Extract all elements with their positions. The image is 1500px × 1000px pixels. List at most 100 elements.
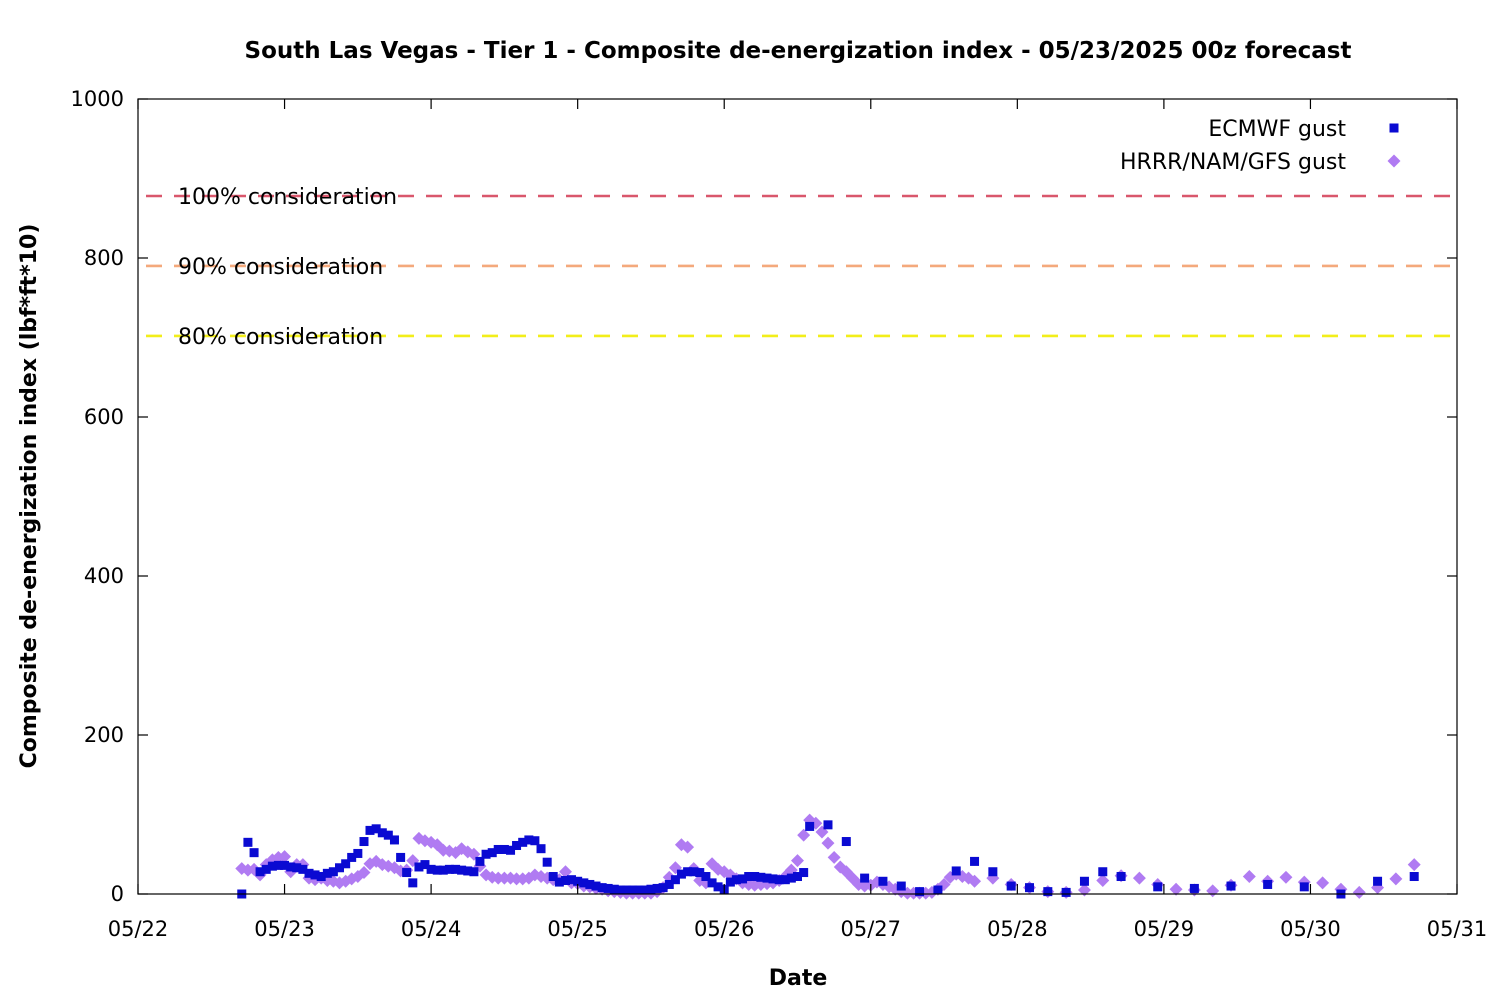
data-point-ecmwf-gust <box>426 864 436 874</box>
data-point-ecmwf-gust <box>1226 881 1236 891</box>
data-point-ecmwf-gust <box>536 844 546 854</box>
data-point-ecmwf-gust <box>359 837 369 847</box>
data-point-ecmwf-gust <box>383 830 393 840</box>
data-point-ecmwf-gust <box>841 837 851 847</box>
data-point-ecmwf-gust <box>646 884 656 894</box>
data-point-hrrr-nam-gfs-gust <box>559 865 572 879</box>
data-point-ecmwf-gust <box>341 859 351 869</box>
data-point-ecmwf-gust <box>506 845 516 855</box>
data-point-hrrr-nam-gfs-gust <box>516 872 530 886</box>
threshold-label-100-consideration: 100% consideration <box>178 185 397 210</box>
x-tick-label: 05/25 <box>547 917 608 941</box>
data-point-hrrr-nam-gfs-gust <box>674 838 688 852</box>
y-tick-label: 800 <box>84 246 124 270</box>
data-point-hrrr-nam-gfs-gust <box>363 857 377 871</box>
data-point-ecmwf-gust <box>1409 872 1419 882</box>
data-point-hrrr-nam-gfs-gust <box>797 828 811 842</box>
data-point-ecmwf-gust <box>615 885 625 895</box>
data-point-ecmwf-gust <box>1061 887 1071 897</box>
data-point-ecmwf-gust <box>670 875 680 885</box>
threshold-lines: 100% consideration 90% consideration 80% c… <box>138 185 1457 350</box>
data-point-ecmwf-gust <box>597 883 607 893</box>
data-points <box>235 813 1421 900</box>
data-point-ecmwf-gust <box>573 876 583 886</box>
data-point-ecmwf-gust <box>1024 883 1034 893</box>
data-point-hrrr-nam-gfs-gust <box>1352 885 1366 899</box>
x-tick-label: 05/27 <box>841 917 902 941</box>
axis-ticks: 05/22 05/23 05/24 05/25 05/26 05/27 05/28 05/29… <box>71 87 1488 941</box>
data-point-ecmwf-gust <box>389 835 399 845</box>
data-point-ecmwf-gust <box>322 868 332 878</box>
data-point-ecmwf-gust <box>689 867 699 877</box>
data-point-hrrr-nam-gfs-gust <box>925 885 939 899</box>
data-point-ecmwf-gust <box>255 867 265 877</box>
data-point-ecmwf-gust <box>621 885 631 895</box>
data-point-ecmwf-gust <box>725 877 735 887</box>
series-ecmwf-gust <box>237 820 1419 899</box>
data-point-hrrr-nam-gfs-gust <box>479 868 493 882</box>
data-point-ecmwf-gust <box>786 873 796 883</box>
data-point-hrrr-nam-gfs-gust <box>1316 876 1330 890</box>
data-point-hrrr-nam-gfs-gust <box>723 868 737 882</box>
x-tick-label: 05/29 <box>1134 917 1195 941</box>
data-point-ecmwf-gust <box>707 878 717 888</box>
data-point-hrrr-nam-gfs-gust <box>375 858 389 872</box>
data-point-ecmwf-gust <box>524 835 534 845</box>
data-point-ecmwf-gust <box>768 874 778 884</box>
data-point-hrrr-nam-gfs-gust <box>333 876 346 890</box>
chart-title: South Las Vegas - Tier 1 - Composite de-… <box>245 38 1352 64</box>
data-point-ecmwf-gust <box>298 864 308 874</box>
y-tick-label: 1000 <box>71 87 124 111</box>
data-point-ecmwf-gust <box>860 873 870 883</box>
data-point-hrrr-nam-gfs-gust <box>436 843 450 857</box>
data-point-ecmwf-gust <box>780 875 790 885</box>
data-point-ecmwf-gust <box>579 878 589 888</box>
x-tick-label: 05/23 <box>254 917 315 941</box>
data-point-ecmwf-gust <box>683 867 693 877</box>
data-point-hrrr-nam-gfs-gust <box>406 854 420 868</box>
legend-marker-hrrr-nam-gfs-gust <box>1387 154 1401 168</box>
data-point-ecmwf-gust <box>267 861 277 871</box>
data-point-ecmwf-gust <box>585 879 595 889</box>
data-point-hrrr-nam-gfs-gust <box>1371 881 1385 895</box>
x-tick-label: 05/24 <box>401 917 462 941</box>
data-point-hrrr-nam-gfs-gust <box>839 865 853 879</box>
data-point-ecmwf-gust <box>933 885 943 895</box>
data-point-ecmwf-gust <box>1153 882 1163 892</box>
data-point-hrrr-nam-gfs-gust <box>809 816 823 830</box>
data-point-ecmwf-gust <box>396 852 406 862</box>
data-point-hrrr-nam-gfs-gust <box>369 854 383 868</box>
data-point-ecmwf-gust <box>664 879 674 889</box>
data-point-ecmwf-gust <box>487 848 497 858</box>
data-point-ecmwf-gust <box>304 868 314 878</box>
data-point-ecmwf-gust <box>280 860 290 870</box>
data-point-hrrr-nam-gfs-gust <box>271 850 285 864</box>
data-point-ecmwf-gust <box>634 885 644 895</box>
data-point-ecmwf-gust <box>493 844 503 854</box>
legend-label-ecmwf-gust: ECMWF gust <box>1208 117 1346 142</box>
data-point-ecmwf-gust <box>469 867 479 877</box>
data-point-ecmwf-gust <box>640 885 650 895</box>
data-point-ecmwf-gust <box>915 887 925 897</box>
data-point-ecmwf-gust <box>567 875 577 885</box>
data-point-ecmwf-gust <box>628 885 638 895</box>
data-point-ecmwf-gust <box>652 883 662 893</box>
data-point-ecmwf-gust <box>518 837 528 847</box>
legend: ECMWF gust HRRR/NAM/GFS gust <box>1120 117 1401 175</box>
data-point-hrrr-nam-gfs-gust <box>418 834 432 848</box>
data-point-ecmwf-gust <box>530 836 540 846</box>
data-point-ecmwf-gust <box>548 872 558 882</box>
data-point-hrrr-nam-gfs-gust <box>754 877 768 891</box>
y-tick-label: 600 <box>84 405 124 429</box>
data-point-ecmwf-gust <box>1079 876 1089 886</box>
data-point-hrrr-nam-gfs-gust <box>1077 883 1091 897</box>
data-point-hrrr-nam-gfs-gust <box>919 886 933 900</box>
data-point-hrrr-nam-gfs-gust <box>791 854 804 868</box>
data-point-hrrr-nam-gfs-gust <box>247 862 261 876</box>
data-point-ecmwf-gust <box>286 862 296 872</box>
data-point-ecmwf-gust <box>261 864 271 874</box>
data-point-ecmwf-gust <box>695 868 705 878</box>
data-point-ecmwf-gust <box>347 852 357 862</box>
data-point-hrrr-nam-gfs-gust <box>1279 870 1293 884</box>
